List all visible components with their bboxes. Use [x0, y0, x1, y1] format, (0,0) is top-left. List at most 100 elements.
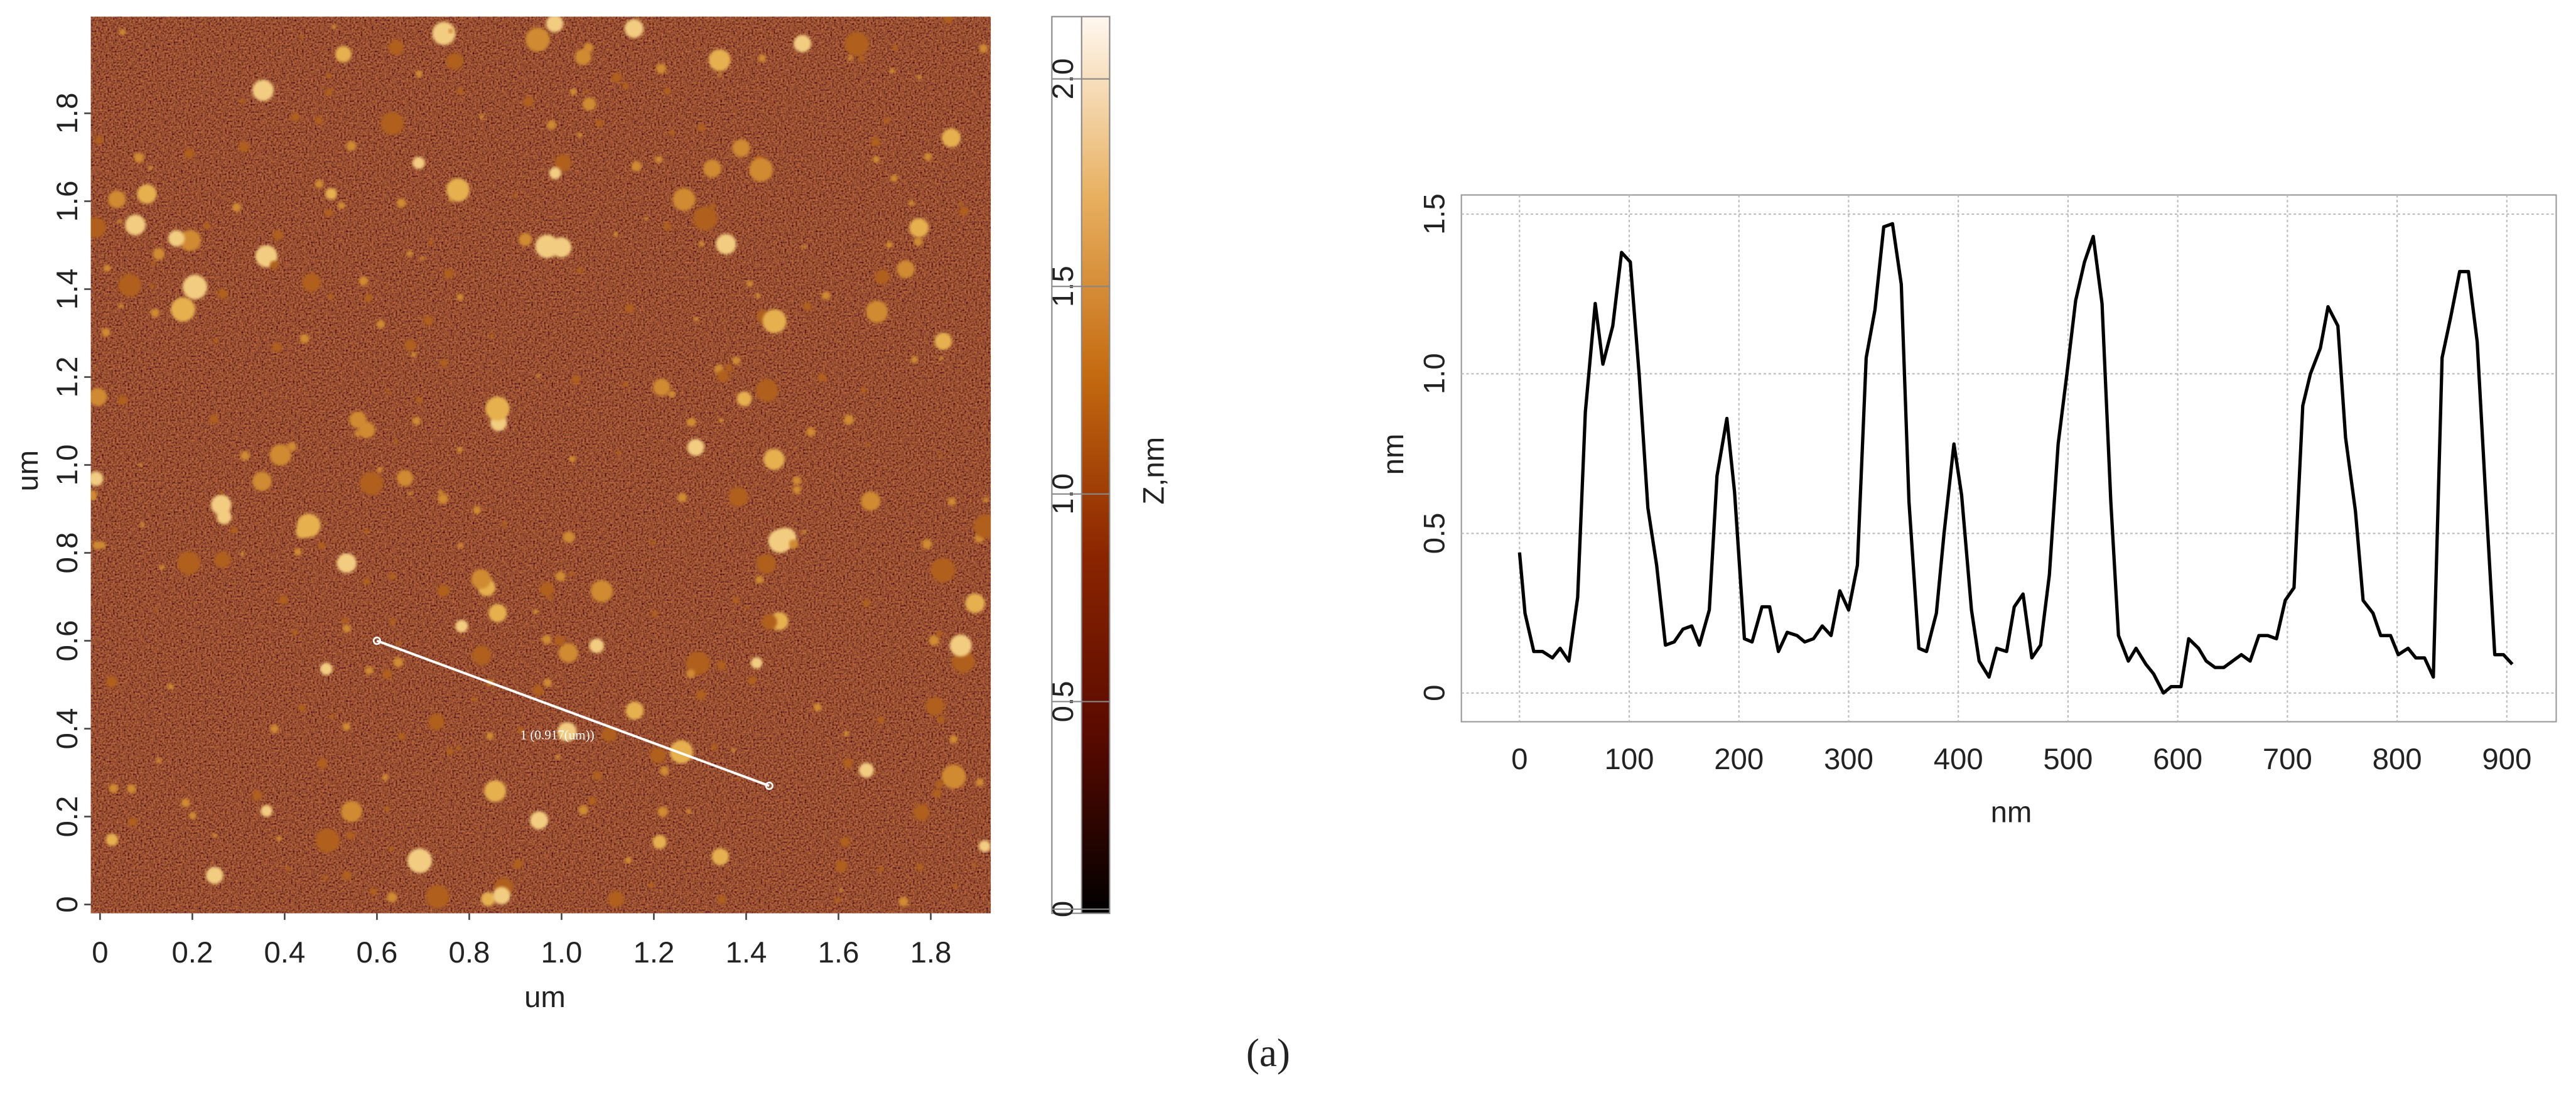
particle	[958, 201, 964, 207]
particle	[446, 178, 470, 202]
particle	[513, 859, 523, 870]
particle	[660, 766, 669, 776]
particle	[539, 581, 554, 597]
particle	[687, 439, 704, 456]
particle	[563, 531, 575, 544]
particle	[877, 866, 884, 873]
particle	[377, 466, 383, 473]
particle	[156, 757, 162, 763]
particle	[925, 696, 945, 716]
particle	[232, 203, 241, 212]
particle	[291, 629, 298, 636]
y-tick-label: 1.4	[51, 269, 84, 310]
y-tick-label: 1.2	[51, 357, 84, 398]
particle	[415, 70, 423, 78]
particle	[732, 596, 740, 604]
particle	[860, 387, 867, 394]
x-tick-label: 0.4	[264, 936, 305, 969]
particle	[137, 184, 157, 204]
particle	[717, 73, 722, 78]
x-tick-label: 600	[2153, 743, 2202, 776]
particle	[892, 45, 898, 51]
particle	[693, 206, 718, 230]
particle	[716, 370, 730, 382]
particle	[159, 564, 165, 571]
particle	[792, 476, 802, 485]
particle	[385, 389, 391, 394]
x-tick-label: 0	[1511, 743, 1528, 776]
particle	[877, 716, 885, 724]
particle	[839, 887, 843, 892]
particle	[941, 128, 961, 148]
profile-label: 1 (0.917(um))	[520, 728, 595, 743]
particle	[341, 801, 362, 822]
particle	[396, 198, 406, 208]
particle	[840, 836, 850, 847]
particle	[555, 754, 561, 760]
particle	[569, 571, 575, 577]
particle	[519, 232, 532, 247]
x-tick-label: 800	[2373, 743, 2422, 776]
particle	[802, 244, 807, 249]
particle	[530, 811, 549, 830]
particle	[337, 553, 357, 573]
particle	[298, 704, 306, 712]
particle	[134, 153, 144, 163]
particle	[317, 758, 328, 768]
particle	[943, 16, 953, 24]
particle	[908, 200, 915, 207]
particle	[929, 635, 940, 646]
particle	[322, 875, 328, 881]
particle	[270, 725, 279, 733]
particle	[762, 309, 787, 333]
particle	[446, 748, 454, 755]
particle	[90, 471, 104, 487]
particle	[755, 379, 779, 402]
y-tick-label: 1.8	[51, 93, 84, 134]
particle	[555, 571, 566, 581]
particle	[624, 19, 644, 38]
particle	[935, 780, 944, 789]
particle	[947, 497, 956, 506]
particle	[443, 269, 454, 279]
particle	[655, 63, 667, 74]
particle	[746, 280, 753, 288]
particle	[571, 375, 581, 384]
particle	[710, 743, 718, 751]
particle	[677, 493, 687, 503]
particle	[935, 630, 942, 637]
afm-image	[90, 16, 991, 914]
particle	[188, 811, 197, 819]
y-axis-label: nm	[1377, 434, 1410, 475]
particle	[532, 608, 539, 615]
particle	[595, 119, 603, 127]
profile-curve	[1517, 222, 2514, 695]
particle	[432, 21, 456, 45]
particle	[934, 332, 952, 350]
x-tick-label: 400	[1934, 743, 1983, 776]
particle	[337, 202, 345, 210]
particle	[716, 661, 726, 671]
particle	[532, 684, 544, 696]
particle	[835, 860, 848, 873]
particle	[717, 895, 726, 904]
particle	[976, 778, 984, 787]
particle	[384, 806, 391, 812]
particle	[406, 250, 413, 257]
particle	[965, 593, 985, 613]
particle	[124, 214, 146, 235]
particle	[416, 397, 423, 404]
particle	[388, 40, 404, 55]
particle	[276, 836, 282, 842]
particle	[471, 696, 478, 703]
particle	[346, 141, 357, 151]
particle	[821, 291, 831, 300]
particle	[213, 338, 219, 344]
y-tick-label: 0.4	[51, 708, 84, 750]
particle	[625, 701, 644, 720]
particle	[523, 97, 534, 107]
particle	[862, 599, 871, 608]
particle	[325, 208, 333, 217]
particle	[859, 762, 874, 778]
